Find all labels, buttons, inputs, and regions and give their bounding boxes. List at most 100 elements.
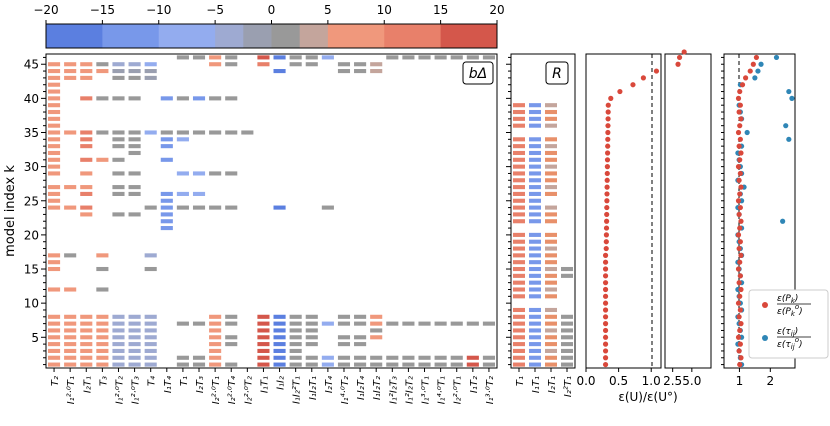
error-u-point: [602, 307, 609, 313]
heatmap-x-tick-label: I₁T₁: [259, 376, 270, 393]
r-cell: [529, 328, 541, 333]
heatmap-x-tick-label: I₂²·⁰T₄: [227, 376, 238, 404]
heatmap-cell: [176, 191, 189, 196]
r-cell: [513, 123, 525, 128]
error-u-panel: 0.0 0.5 1.0 2.5 5.0 ε(U)/ε(U°): [576, 49, 712, 404]
heatmap-cell: [80, 335, 93, 340]
heatmap-cell: [257, 62, 270, 67]
heatmap-cell: [64, 253, 77, 258]
heatmap-cell: [289, 348, 302, 353]
error-u-point: [604, 177, 610, 183]
heatmap-cell: [354, 69, 367, 74]
error-u-point: [604, 150, 611, 156]
heatmap-cell: [48, 335, 61, 340]
error-tau-point: [786, 88, 792, 95]
heatmap-cell: [144, 253, 157, 258]
r-cell: [561, 273, 573, 278]
heatmap-x-tick-label: I₁³·⁰T₂: [485, 376, 496, 404]
error-p-point: [743, 75, 749, 81]
colorbar-ticks: −20 −15 −10 −5 0 5 10 15 20: [33, 3, 505, 24]
heatmap-frame: [45, 53, 498, 369]
heatmap-x-tick-label: I₁²·⁰T₂: [114, 376, 125, 404]
heatmap-cell: [176, 362, 189, 367]
r-cell: [513, 205, 525, 210]
error-tau-point: [780, 218, 786, 224]
heatmap-cell: [337, 62, 351, 67]
error-p-point: [737, 170, 743, 177]
heatmap-cell: [48, 82, 61, 87]
error-p-point: [735, 232, 742, 238]
error-p-point: [737, 239, 743, 245]
r-cell: [529, 212, 541, 217]
r-cell: [513, 294, 525, 299]
heatmap-cell: [273, 314, 286, 319]
r-cell: [545, 307, 557, 313]
heatmap-cell: [289, 355, 302, 360]
heatmap-cell: [128, 314, 141, 319]
error-p-point: [738, 116, 744, 122]
error-u-point: [604, 211, 610, 218]
heatmap-cell: [80, 191, 93, 196]
r-cell: [529, 260, 541, 265]
error-tau-point: [789, 95, 795, 101]
r-cell: [529, 198, 541, 203]
error-u-point: [602, 273, 609, 279]
heatmap-cell: [128, 348, 141, 353]
colorbar-band: [440, 24, 498, 48]
heatmap-cell: [80, 212, 93, 217]
error-tau-point: [758, 61, 764, 67]
r-cell: [529, 219, 541, 224]
heatmap-cell: [273, 321, 286, 326]
error-u-point: [602, 266, 609, 272]
error-p-point: [735, 95, 742, 101]
error-u-point: [604, 204, 610, 211]
heatmap-cell: [337, 321, 351, 326]
heatmap-cell: [128, 150, 141, 156]
error-p-point: [735, 164, 742, 170]
heatmap-cell: [48, 260, 61, 265]
r-cell: [545, 260, 557, 265]
heatmap-cell: [209, 328, 222, 333]
heatmap-cell: [96, 253, 109, 258]
heatmap-cell: [128, 144, 141, 149]
heatmap-cell: [225, 314, 238, 319]
heatmap-cell: [209, 130, 222, 135]
r-cell: [513, 198, 525, 203]
error-u-point: [602, 341, 609, 347]
heatmap-cell: [305, 62, 318, 67]
heatmap-cell: [48, 130, 61, 135]
heatmap-cell: [48, 109, 61, 115]
r-cell: [513, 191, 525, 196]
heatmap-cell: [144, 205, 157, 210]
heatmap-cell: [96, 266, 109, 272]
heatmap-cell: [80, 342, 93, 347]
heatmap-cell: [192, 355, 206, 360]
heatmap-cell: [321, 55, 334, 60]
heatmap-cell: [289, 328, 302, 333]
heatmap-cell: [80, 137, 93, 142]
error-u-right-frame: [664, 53, 712, 369]
heatmap-cell: [112, 314, 125, 319]
colorbar-tick-label: 15: [433, 3, 448, 17]
error-p-point: [737, 293, 743, 299]
r-cell: [529, 294, 541, 299]
r-cell: [513, 157, 525, 162]
heatmap-cell: [96, 287, 109, 292]
heatmap-cell: [128, 130, 141, 135]
heatmap-cell: [48, 103, 61, 108]
heatmap-cell: [192, 55, 206, 60]
r-cell: [545, 123, 557, 128]
r-cell: [561, 348, 573, 353]
r-cell: [529, 246, 541, 251]
heatmap-cell: [48, 123, 61, 128]
r-cell: [513, 273, 525, 278]
r-x-tick-label: I₂T₁: [547, 376, 558, 393]
heatmap-cell: [209, 314, 222, 319]
r-cell: [529, 335, 541, 340]
heatmap-cell: [337, 335, 351, 340]
colorbar-band: [271, 24, 301, 48]
heatmap-cell: [48, 62, 61, 67]
heatmap-cell: [80, 171, 93, 176]
heatmap-cell: [354, 362, 367, 367]
